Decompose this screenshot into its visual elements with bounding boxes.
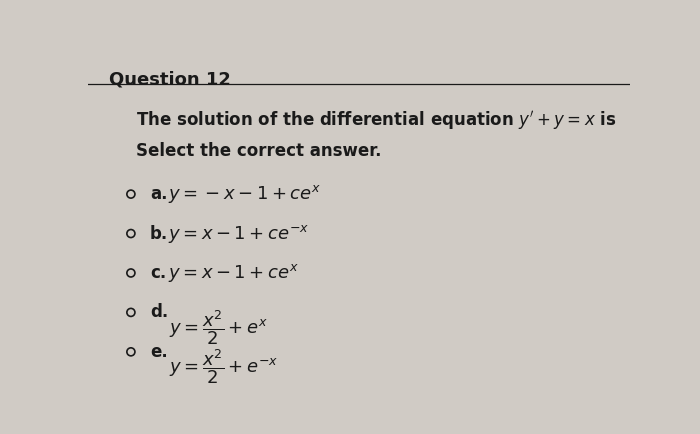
Text: The solution of the differential equation $y^{\prime}+y=x$ is: The solution of the differential equatio… bbox=[136, 109, 617, 132]
Text: $y = x - 1 + ce^{-x}$: $y = x - 1 + ce^{-x}$ bbox=[168, 223, 309, 244]
Text: e.: e. bbox=[150, 343, 167, 361]
Text: $y = -x - 1 + ce^{x}$: $y = -x - 1 + ce^{x}$ bbox=[168, 183, 321, 205]
Text: d.: d. bbox=[150, 303, 168, 322]
Text: c.: c. bbox=[150, 264, 166, 282]
Text: $y = \dfrac{x^2}{2} + e^{x}$: $y = \dfrac{x^2}{2} + e^{x}$ bbox=[169, 308, 268, 347]
Text: $y = \dfrac{x^2}{2} + e^{-x}$: $y = \dfrac{x^2}{2} + e^{-x}$ bbox=[169, 348, 279, 386]
Text: a.: a. bbox=[150, 185, 167, 203]
Text: b.: b. bbox=[150, 224, 168, 243]
Text: $y = x - 1 + ce^{x}$: $y = x - 1 + ce^{x}$ bbox=[168, 262, 299, 284]
Text: Question 12: Question 12 bbox=[109, 70, 231, 89]
Text: Select the correct answer.: Select the correct answer. bbox=[136, 142, 382, 160]
